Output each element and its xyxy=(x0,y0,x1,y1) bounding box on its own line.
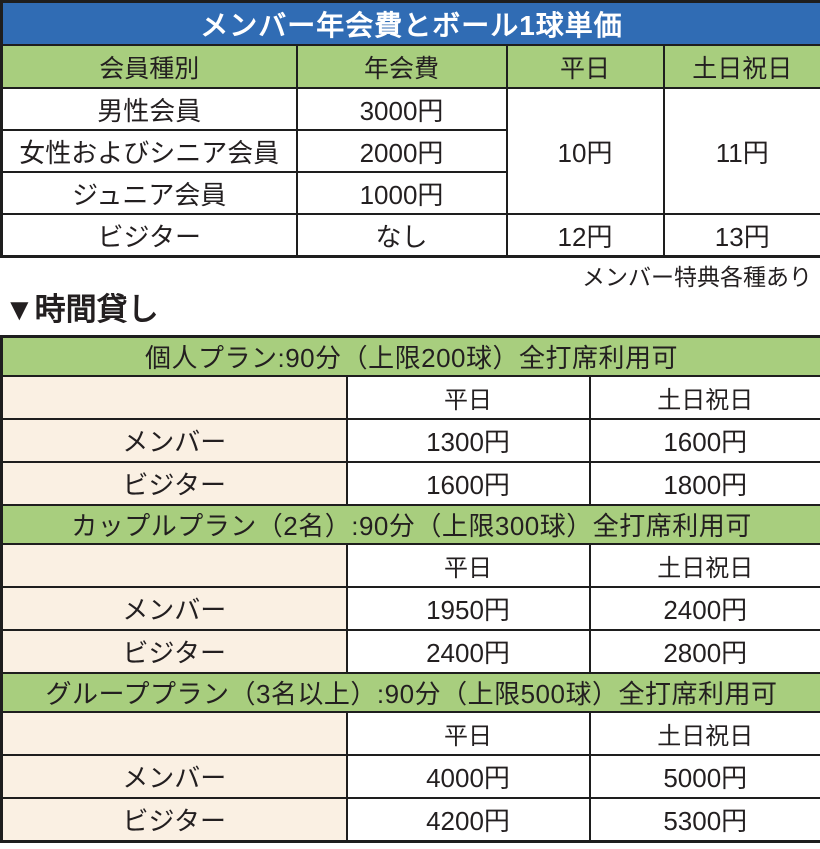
price-weekday: 4000円 xyxy=(345,754,591,799)
price-holiday: 5000円 xyxy=(588,754,820,799)
fee-row-male: 男性会員 3000円 10円 11円 xyxy=(0,87,820,215)
fee-row-visitor: ビジター なし 12円 13円 xyxy=(0,213,820,258)
member-benefits-note: メンバー特典各種あり xyxy=(582,264,812,290)
col-header-weekday: 平日 xyxy=(345,711,591,756)
annual-fee-value: 3000円 xyxy=(295,87,508,131)
col-header-holiday: 土日祝日 xyxy=(588,375,820,420)
plan-2-visitor-row: ビジター 2400円 2800円 xyxy=(0,629,820,674)
row-label: メンバー xyxy=(0,754,348,799)
member-ball-price-weekday: 10円 xyxy=(505,87,665,215)
price-weekday: 1950円 xyxy=(345,586,591,631)
plan-title: グループプラン（3名以上）:90分（上限500球）全打席利用可 xyxy=(0,672,820,713)
price-holiday: 2800円 xyxy=(588,629,820,674)
empty-corner-cell xyxy=(0,711,348,756)
empty-corner-cell xyxy=(0,375,348,420)
row-label: ビジター xyxy=(0,213,298,258)
annual-fee-value: 1000円 xyxy=(295,171,508,215)
plan-title: 個人プラン:90分（上限200球）全打席利用可 xyxy=(0,335,820,377)
price-holiday: 1600円 xyxy=(588,418,820,463)
col-header-weekday: 平日 xyxy=(345,375,591,420)
plan-2-title-row: カップルプラン（2名）:90分（上限300球）全打席利用可 xyxy=(0,504,820,545)
time-rental-heading: ▼時間貸し xyxy=(4,292,159,327)
col-header-weekday: 平日 xyxy=(505,44,665,89)
col-header-holiday: 土日祝日 xyxy=(588,543,820,588)
annual-fee-value: 2000円 xyxy=(295,129,508,173)
plan-1-title-row: 個人プラン:90分（上限200球）全打席利用可 xyxy=(0,335,820,377)
col-header-holiday: 土日祝日 xyxy=(588,711,820,756)
price-holiday: 2400円 xyxy=(588,586,820,631)
price-weekday: 2400円 xyxy=(345,629,591,674)
fee-table-header-row: 会員種別 年会費 平日 土日祝日 xyxy=(0,44,820,89)
col-header-member-type: 会員種別 xyxy=(0,44,298,89)
plan-2-member-row: メンバー 1950円 2400円 xyxy=(0,586,820,631)
col-header-holiday: 土日祝日 xyxy=(662,44,820,89)
price-holiday: 1800円 xyxy=(588,461,820,506)
row-label: ビジター xyxy=(0,461,348,506)
row-label: ジュニア会員 xyxy=(0,171,298,215)
row-label: メンバー xyxy=(0,418,348,463)
row-label: 男性会員 xyxy=(0,87,298,131)
plan-3-visitor-row: ビジター 4200円 5300円 xyxy=(0,797,820,843)
fee-table: メンバー年会費とボール1球単価 会員種別 年会費 平日 土日祝日 男性会員 30… xyxy=(0,0,820,258)
empty-corner-cell xyxy=(0,543,348,588)
price-weekday: 4200円 xyxy=(345,797,591,843)
visitor-ball-price-weekday: 12円 xyxy=(505,213,665,258)
fee-row-junior: ジュニア会員 1000円 xyxy=(0,171,820,215)
price-holiday: 5300円 xyxy=(588,797,820,843)
plan-1-visitor-row: ビジター 1600円 1800円 xyxy=(0,461,820,506)
col-header-annual-fee: 年会費 xyxy=(295,44,508,89)
col-header-weekday: 平日 xyxy=(345,543,591,588)
fee-table-title: メンバー年会費とボール1球単価 xyxy=(0,0,820,46)
plan-title: カップルプラン（2名）:90分（上限300球）全打席利用可 xyxy=(0,504,820,545)
plan-1-member-row: メンバー 1300円 1600円 xyxy=(0,418,820,463)
fee-row-female-senior: 女性およびシニア会員 2000円 xyxy=(0,129,820,173)
member-ball-price-holiday: 11円 xyxy=(662,87,820,215)
plan-2-subheader-row: 平日 土日祝日 xyxy=(0,543,820,588)
row-label: ビジター xyxy=(0,797,348,843)
row-label: ビジター xyxy=(0,629,348,674)
visitor-ball-price-holiday: 13円 xyxy=(662,213,820,258)
row-label: メンバー xyxy=(0,586,348,631)
plan-3-member-row: メンバー 4000円 5000円 xyxy=(0,754,820,799)
fee-table-title-row: メンバー年会費とボール1球単価 xyxy=(0,0,820,46)
plan-3-title-row: グループプラン（3名以上）:90分（上限500球）全打席利用可 xyxy=(0,672,820,713)
price-weekday: 1300円 xyxy=(345,418,591,463)
price-weekday: 1600円 xyxy=(345,461,591,506)
time-rental-table: 個人プラン:90分（上限200球）全打席利用可 平日 土日祝日 メンバー 130… xyxy=(0,335,820,843)
annual-fee-value: なし xyxy=(295,213,508,258)
plan-1-subheader-row: 平日 土日祝日 xyxy=(0,375,820,420)
row-label: 女性およびシニア会員 xyxy=(0,129,298,173)
plan-3-subheader-row: 平日 土日祝日 xyxy=(0,711,820,756)
